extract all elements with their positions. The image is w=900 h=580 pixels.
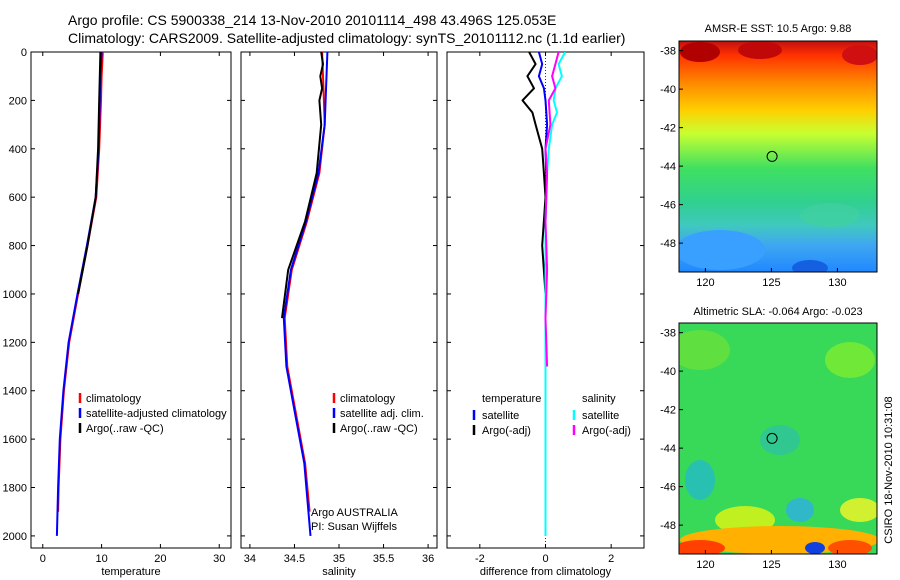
x-tick-label: 2: [608, 553, 614, 565]
argo-position-marker-sst: [766, 150, 778, 162]
sla-patch: [828, 540, 872, 554]
map-x-tick-label: 130: [828, 559, 846, 571]
map-y-tick-label: -46: [660, 200, 676, 212]
sla-map-title: Altimetric SLA: -0.064 Argo: -0.023: [693, 306, 862, 318]
sla-patch: [786, 498, 814, 522]
map-x-tick-label: 125: [762, 277, 780, 289]
map-y-tick-label: -42: [660, 405, 676, 417]
legend-entry: Argo(..raw -QC): [340, 423, 418, 435]
header-line-2: Climatology: CARS2009. Satellite-adjuste…: [68, 30, 626, 46]
sla-patch: [840, 498, 877, 522]
legend-entry: climatology: [86, 393, 142, 405]
sla-patch: [825, 342, 875, 378]
plot-area: [30, 51, 232, 549]
map-y-tick-label: -38: [660, 328, 676, 340]
sla-patch: [679, 330, 730, 370]
sst-map-frame: [678, 40, 878, 273]
legend-title: salinity: [582, 393, 616, 405]
sla-patch: [685, 460, 715, 500]
map-y-tick-label: -42: [660, 123, 676, 135]
sst-cold-patch: [679, 230, 765, 270]
legend-entry: climatology: [340, 393, 396, 405]
legend-entry: Argo(-adj): [482, 425, 531, 437]
x-tick-label: 0: [542, 553, 548, 565]
x-axis-label: temperature: [101, 566, 160, 578]
map-x-tick-label: 125: [762, 559, 780, 571]
x-tick-label: 30: [213, 553, 225, 565]
y-tick-label: 1600: [3, 434, 27, 446]
map-y-tick-label: -48: [660, 238, 676, 250]
map-y-tick-label: -44: [660, 161, 676, 173]
series-line-argo-raw-qc-: [77, 52, 102, 295]
map-x-tick-label: 130: [828, 277, 846, 289]
y-tick-label: 800: [9, 241, 27, 253]
plot-area: [240, 51, 438, 549]
x-tick-label: -2: [475, 553, 485, 565]
sla-patch: [679, 540, 725, 554]
map-x-tick-label: 120: [696, 559, 714, 571]
legend-entry: satellite-adjusted climatology: [86, 408, 227, 420]
y-tick-label: 2000: [3, 531, 27, 543]
y-tick-label: 400: [9, 144, 27, 156]
sst-warm-patch: [842, 45, 877, 65]
x-tick-label: 34.5: [284, 553, 305, 565]
sst-warm-patch: [738, 41, 782, 59]
x-tick-label: 36: [422, 553, 434, 565]
sst-map-panel: AMSR-E SST: 10.5 Argo: 9.88 120 125 130 -38…: [660, 23, 878, 289]
header-line-1: Argo profile: CS 5900338_214 13-Nov-2010…: [68, 12, 557, 28]
sst-patch: [800, 203, 860, 227]
sla-patch: [760, 425, 800, 455]
sla-patch: [680, 526, 877, 554]
y-tick-label: 0: [21, 47, 27, 59]
y-tick-label: 1800: [3, 483, 27, 495]
map-y-tick-label: -48: [660, 520, 676, 532]
credit-label: CSIRO 18-Nov-2010 10:31:08: [883, 396, 895, 543]
sst-warm-patch: [680, 42, 720, 62]
legend-title: temperature: [482, 393, 541, 405]
map-y-tick-label: -40: [660, 366, 676, 378]
sst-map-title: AMSR-E SST: 10.5 Argo: 9.88: [705, 23, 852, 35]
y-tick-label: 600: [9, 192, 27, 204]
profile-panel-2: 34 34.5 35 35.5 36 salinity climatology satelli…: [240, 51, 438, 578]
sst-cold-patch: [792, 260, 828, 272]
map-y-tick-label: -46: [660, 482, 676, 494]
legend-entry: satellite adj. clim.: [340, 408, 424, 420]
x-tick-label: 20: [154, 553, 166, 565]
map-x-tick-label: 120: [696, 277, 714, 289]
x-tick-label: 10: [95, 553, 107, 565]
argo-position-marker-sla: [766, 432, 778, 444]
annotation-text: Argo AUSTRALIA: [311, 507, 398, 519]
x-tick-label: 35: [333, 553, 345, 565]
x-axis-label: difference from climatology: [480, 566, 612, 578]
y-tick-label: 1000: [3, 289, 27, 301]
series-line-satellite-adj-clim-: [282, 52, 329, 536]
x-tick-label: 0: [40, 553, 46, 565]
annotation-text: PI: Susan Wijffels: [311, 521, 397, 533]
sla-patch: [805, 542, 825, 554]
series-line-temperature-argo-adj-: [521, 52, 547, 319]
map-y-tick-label: -40: [660, 84, 676, 96]
legend-entry: satellite: [482, 410, 519, 422]
series-line-argo-raw-qc-: [281, 52, 324, 319]
legend-entry: Argo(..raw -QC): [86, 423, 164, 435]
y-tick-label: 200: [9, 95, 27, 107]
legend-entry: satellite: [582, 410, 619, 422]
profile-panel-1: 0 10 20 30 temperature 0 200 400 600 800 1000 1200 1…: [3, 47, 232, 578]
y-tick-label: 1400: [3, 386, 27, 398]
map-y-tick-label: -38: [660, 46, 676, 58]
sla-map-frame: [678, 322, 878, 555]
sla-map-panel: Altimetric SLA: -0.064 Argo: -0.023 120 1…: [660, 306, 878, 571]
series-line-salinity-argo-adj-: [544, 52, 560, 367]
legend-entry: Argo(-adj): [582, 425, 631, 437]
map-y-tick-label: -44: [660, 443, 676, 455]
x-tick-label: 34: [244, 553, 256, 565]
y-tick-label: 1200: [3, 337, 27, 349]
x-tick-label: 35.5: [373, 553, 394, 565]
x-axis-label: salinity: [322, 566, 356, 578]
